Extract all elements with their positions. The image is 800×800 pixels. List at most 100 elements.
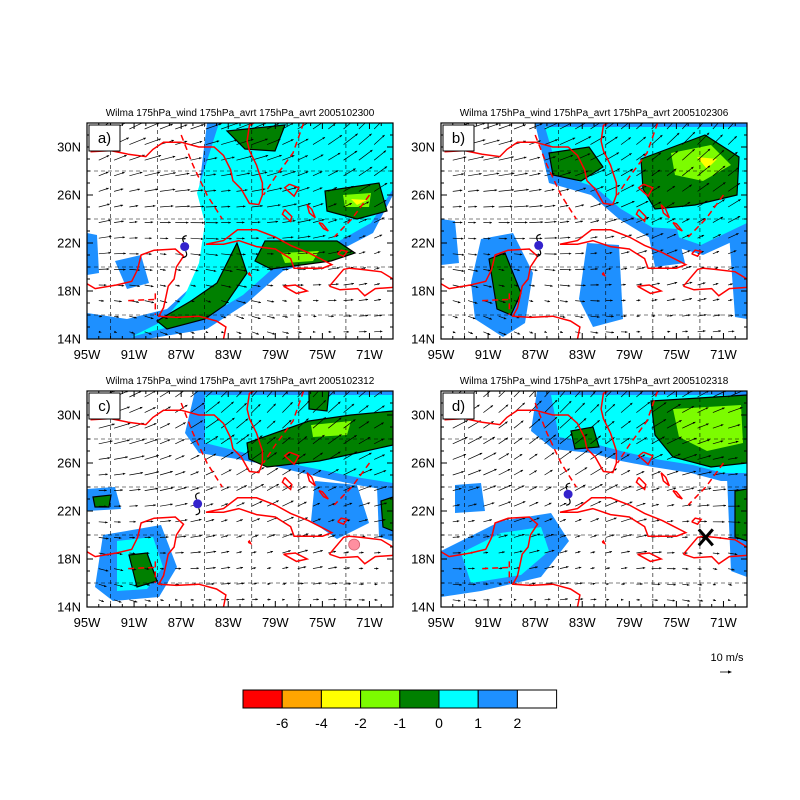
vorticity-shading bbox=[734, 488, 747, 542]
wind-vectors bbox=[98, 123, 388, 336]
colorbar-swatch bbox=[438, 689, 479, 709]
lon-tick-label: 71W bbox=[356, 615, 383, 630]
panel-label: c) bbox=[88, 392, 121, 420]
lat-tick-label: 22N bbox=[411, 504, 435, 519]
lon-tick-label: 87W bbox=[522, 347, 549, 362]
lat-tick-label: 14N bbox=[411, 332, 435, 347]
colorbar-label: 2 bbox=[514, 715, 522, 731]
lon-tick-label: 95W bbox=[74, 347, 101, 362]
axis-ticks bbox=[440, 122, 748, 340]
trough-lines bbox=[128, 391, 371, 583]
axis-ticks bbox=[86, 122, 394, 340]
vorticity-shading bbox=[579, 243, 623, 327]
lon-tick-label: 83W bbox=[569, 347, 596, 362]
lat-tick-label: 22N bbox=[411, 236, 435, 251]
vorticity-shading bbox=[308, 391, 330, 412]
vorticity-shading bbox=[455, 483, 485, 513]
lat-tick-label: 14N bbox=[57, 332, 81, 347]
panel-title: Wilma 175hPa_wind 175hPa_avrt 175hPa_avr… bbox=[106, 376, 375, 387]
vorticity-shading bbox=[155, 241, 248, 330]
lon-tick-label: 95W bbox=[428, 615, 455, 630]
colorbar: -6 -4 -2 -1 0 1 2 bbox=[242, 689, 558, 731]
panel-title: Wilma 175hPa_wind 175hPa_avrt 175hPa_avr… bbox=[460, 376, 729, 387]
lon-tick-label: 87W bbox=[168, 615, 195, 630]
lon-tick-label: 95W bbox=[428, 347, 455, 362]
trough-lines bbox=[128, 123, 371, 315]
colorbar-swatch bbox=[360, 689, 401, 709]
lon-tick-label: 75W bbox=[309, 615, 336, 630]
svg-text:a): a) bbox=[98, 130, 111, 147]
colorbar-label: -1 bbox=[394, 715, 407, 731]
hurricane-symbol-icon bbox=[193, 492, 203, 516]
lon-tick-label: 71W bbox=[710, 615, 737, 630]
svg-text:c): c) bbox=[98, 398, 111, 415]
vorticity-shading bbox=[131, 123, 393, 337]
wind-vectors bbox=[98, 391, 388, 603]
lat-tick-label: 30N bbox=[411, 140, 435, 155]
axis-ticks bbox=[440, 390, 748, 608]
lat-tick-label: 26N bbox=[57, 188, 81, 203]
lon-tick-label: 71W bbox=[710, 347, 737, 362]
lon-tick-label: 75W bbox=[663, 615, 690, 630]
hurricane-symbol-icon bbox=[563, 482, 573, 506]
svg-text:b): b) bbox=[452, 130, 465, 147]
vorticity-shading bbox=[87, 233, 99, 275]
lon-tick-label: 83W bbox=[215, 615, 242, 630]
hurricane-symbol-icon bbox=[534, 233, 544, 257]
lon-tick-label: 91W bbox=[121, 347, 148, 362]
colorbar-label: -6 bbox=[276, 715, 289, 731]
lat-tick-label: 18N bbox=[411, 552, 435, 567]
trough-lines bbox=[482, 123, 725, 315]
lat-tick-label: 26N bbox=[57, 456, 81, 471]
lon-tick-label: 91W bbox=[475, 347, 502, 362]
coastlines bbox=[441, 123, 747, 339]
cross-marker-icon bbox=[697, 528, 714, 547]
vorticity-shading bbox=[441, 219, 459, 265]
trough-lines bbox=[482, 391, 725, 583]
vorticity-shading bbox=[671, 145, 731, 181]
panel-title: Wilma 175hPa_wind 175hPa_avrt 175hPa_avr… bbox=[106, 108, 375, 119]
vorticity-shading bbox=[311, 421, 351, 437]
colorbar-swatch bbox=[516, 689, 558, 709]
colorbar-label: 0 bbox=[435, 715, 443, 731]
svg-text:d): d) bbox=[452, 398, 465, 415]
panel-label: b) bbox=[442, 124, 475, 152]
lon-tick-label: 87W bbox=[522, 615, 549, 630]
coastlines bbox=[441, 391, 747, 607]
vorticity-shading bbox=[128, 552, 158, 588]
lon-tick-label: 95W bbox=[74, 615, 101, 630]
vorticity-shading bbox=[673, 405, 743, 451]
colorbar-swatch bbox=[477, 689, 518, 709]
colorbar-swatch bbox=[242, 689, 283, 709]
lon-tick-label: 79W bbox=[262, 347, 289, 362]
panel-label: a) bbox=[88, 124, 121, 152]
lon-tick-label: 75W bbox=[309, 347, 336, 362]
vorticity-shading bbox=[225, 124, 286, 152]
colorbar-label: -4 bbox=[315, 715, 328, 731]
lat-tick-label: 22N bbox=[57, 504, 81, 519]
lon-tick-label: 79W bbox=[262, 615, 289, 630]
panel-label: d) bbox=[442, 392, 475, 420]
lat-tick-label: 18N bbox=[411, 284, 435, 299]
lat-tick-label: 18N bbox=[57, 552, 81, 567]
colorbar-swatch bbox=[320, 689, 362, 709]
vorticity-shading bbox=[92, 494, 112, 508]
lat-tick-label: 30N bbox=[57, 140, 81, 155]
lat-tick-label: 14N bbox=[411, 600, 435, 615]
vector-reference-arrow bbox=[720, 670, 732, 674]
colorbar-label: -2 bbox=[354, 715, 367, 731]
lon-tick-label: 79W bbox=[616, 615, 643, 630]
panel-title: Wilma 175hPa_wind 175hPa_avrt 175hPa_avr… bbox=[460, 108, 729, 119]
lat-tick-label: 26N bbox=[411, 188, 435, 203]
lon-tick-label: 91W bbox=[121, 615, 148, 630]
lon-tick-label: 71W bbox=[356, 347, 383, 362]
hurricane-symbol-icon bbox=[180, 235, 190, 259]
axis-ticks bbox=[86, 390, 394, 608]
lat-tick-label: 18N bbox=[57, 284, 81, 299]
vorticity-shading bbox=[647, 227, 685, 267]
